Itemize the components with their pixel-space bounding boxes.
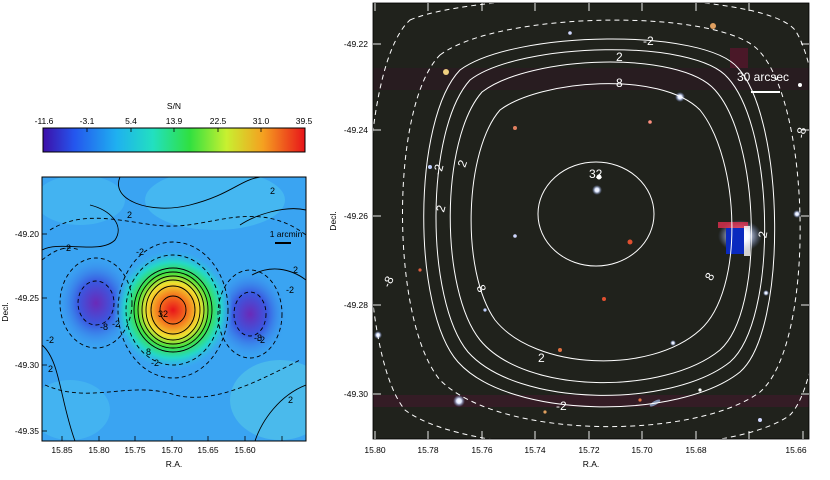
contour-label: 32: [589, 167, 603, 181]
contour-label: -2: [112, 319, 120, 329]
contour-label: -2: [643, 34, 654, 48]
x-tick-label: 15.65: [197, 445, 219, 455]
contour-label: 2: [755, 230, 770, 239]
negative-region: [212, 268, 288, 360]
contour-label: -2: [286, 285, 294, 295]
y-tick-label: -49.24: [344, 125, 368, 135]
contour-label: 32: [158, 309, 168, 319]
contour-label: -8: [254, 333, 262, 343]
x-tick-label: 15.85: [51, 445, 73, 455]
contour-label: -2: [257, 335, 265, 345]
x-tick-label: 15.70: [631, 445, 653, 455]
colorbar-tick: 22.5: [210, 116, 227, 126]
sn-peak: [113, 250, 233, 370]
x-tick-label: 15.76: [471, 445, 493, 455]
contour-label: 2: [270, 186, 275, 196]
contour-label: 2: [433, 203, 448, 213]
x-tick-label: 15.75: [124, 445, 146, 455]
y-axis-label: Decl.: [328, 211, 338, 230]
x-tick-label: 15.74: [524, 445, 546, 455]
scale-bar-label: 30 arcsec: [737, 70, 789, 84]
y-tick-label: -49.25: [15, 293, 39, 303]
x-axis-label: R.A.: [583, 459, 600, 469]
y-tick-label: -49.20: [15, 229, 39, 239]
contour-label: -2: [556, 399, 567, 413]
x-tick-label: 15.66: [785, 445, 807, 455]
colorbar-tick: -11.6: [35, 116, 54, 126]
colorbar-tick: -3.1: [80, 116, 95, 126]
contour-label: -8: [100, 322, 108, 332]
contour-label: 2: [288, 395, 293, 405]
y-axis-label: Decl.: [0, 302, 10, 321]
contour-label: 2: [616, 50, 623, 64]
contour-label: 2: [538, 351, 545, 365]
colorbar-tick: 5.4: [125, 116, 137, 126]
contour-label: 2: [48, 364, 53, 374]
y-tick-label: -49.30: [15, 360, 39, 370]
scale-bar-label: 1 arcmin: [270, 229, 303, 239]
contour-label: 8: [616, 76, 623, 90]
contour-label: 2: [127, 210, 132, 220]
y-tick-label: -49.28: [344, 300, 368, 310]
optical-image-frame: [372, 2, 810, 440]
contour-label: -2: [151, 358, 159, 368]
colorbar: S/N -11.6 -3.1 5.4 13.9 22.5 31.0 39.5: [35, 101, 313, 153]
y-tick-label: -49.26: [344, 211, 368, 221]
contour-label: 8: [146, 347, 151, 357]
x-axis-label: R.A.: [166, 459, 183, 469]
contour-label: -8: [793, 126, 809, 139]
colorbar-tick: 39.5: [296, 116, 313, 126]
sn-map-panel: 1 arcmin 2 -2 2 -2 -2 32 8 -2 -2 2 -2 2 …: [0, 176, 307, 469]
y-tick-label: -49.22: [344, 39, 368, 49]
x-tick-label: 15.78: [417, 445, 439, 455]
y-tick-label: -49.30: [344, 389, 368, 399]
x-tick-label: 15.80: [88, 445, 110, 455]
x-tick-label: 15.68: [685, 445, 707, 455]
colorbar-tick: 13.9: [166, 116, 183, 126]
sn-map-frame: [41, 176, 307, 442]
colorbar-tick: 31.0: [253, 116, 270, 126]
contour-label: 2: [455, 158, 471, 169]
contour-label: -2: [46, 335, 54, 345]
contour-label: -2: [430, 162, 446, 176]
contour-label: -2: [63, 243, 71, 253]
x-tick-label: 15.60: [234, 445, 256, 455]
contour-label: -2: [136, 247, 144, 257]
x-tick-label: 15.72: [578, 445, 600, 455]
x-tick-label: 15.80: [364, 445, 386, 455]
optical-image-panel: 30 arcsec -2 2 8 32 2 -8 2 8 -2 2 8 2 -2…: [328, 2, 810, 469]
contour-label: 2: [293, 265, 298, 275]
y-tick-label: -49.35: [15, 426, 39, 436]
x-tick-label: 15.70: [161, 445, 183, 455]
colorbar-title: S/N: [167, 101, 181, 111]
